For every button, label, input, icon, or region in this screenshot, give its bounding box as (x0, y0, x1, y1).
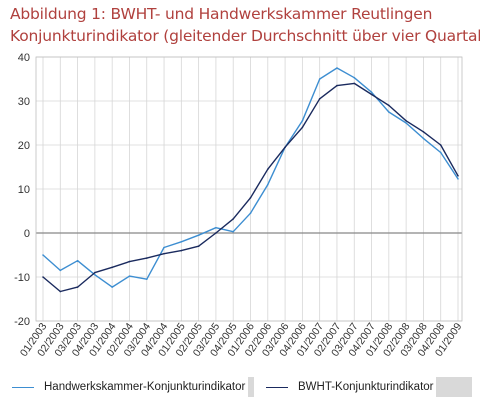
data-point (266, 183, 269, 186)
data-point (353, 76, 356, 79)
y-tick-label: -10 (14, 272, 30, 284)
data-point (284, 146, 286, 148)
data-point (111, 266, 113, 269)
data-point (42, 276, 44, 278)
legend-swatch-handwerkskammer (12, 386, 34, 388)
y-tick-label: 40 (18, 52, 30, 64)
chart-title: Abbildung 1: BWHT- und Handwerkskammer R… (10, 3, 480, 47)
legend-bar-1 (436, 377, 472, 397)
data-point (266, 168, 269, 170)
data-point (163, 252, 165, 255)
legend-swatch-bwht (266, 386, 288, 388)
data-point (370, 91, 373, 93)
legend-label-handwerkskammer: Handwerkskammer-Konjunkturindikator (44, 381, 246, 393)
data-point (197, 245, 200, 247)
data-point (388, 111, 390, 113)
data-point (94, 271, 96, 274)
plot-frame (35, 56, 463, 322)
data-point (318, 98, 321, 100)
data-point (215, 232, 217, 234)
legend-label-bwht: BWHT-Konjunkturindikator (298, 381, 434, 393)
data-point (405, 120, 407, 122)
chart-title-line-2: Konjunkturindikator (gleitender Durchsch… (10, 27, 480, 45)
y-tick-label: 0 (24, 228, 30, 240)
data-point (215, 226, 217, 229)
data-point (180, 249, 183, 252)
data-point (180, 241, 183, 243)
data-point (388, 104, 390, 107)
y-tick-label: 30 (18, 96, 30, 108)
data-point (145, 257, 148, 259)
data-point (336, 84, 338, 87)
data-point (405, 122, 407, 124)
data-point (94, 274, 96, 276)
data-point (59, 290, 62, 293)
legend-item-handwerkskammer: Handwerkskammer-Konjunkturindikator (12, 376, 245, 398)
data-point (422, 137, 425, 140)
data-point (76, 286, 79, 288)
data-point (457, 178, 459, 180)
data-point (111, 286, 113, 288)
y-tick-label: -20 (14, 316, 30, 328)
legend-bar-0 (248, 377, 254, 397)
data-point (163, 246, 165, 249)
data-point (128, 275, 131, 277)
data-point (439, 144, 442, 146)
data-point (301, 126, 304, 129)
legend-item-bwht: BWHT-Konjunkturindikator (266, 376, 434, 398)
y-tick-label: 10 (18, 184, 30, 196)
data-point (249, 212, 252, 214)
data-point (318, 78, 321, 80)
data-point (197, 234, 200, 236)
data-point (232, 218, 235, 220)
data-point (145, 278, 148, 281)
chart-title-line-1: Abbildung 1: BWHT- und Handwerkskammer R… (10, 5, 433, 23)
y-tick-label: 20 (18, 140, 30, 152)
data-point (422, 131, 425, 133)
data-point (439, 151, 442, 154)
data-point (42, 254, 44, 256)
data-point (353, 82, 356, 85)
data-point (232, 230, 235, 233)
data-point (249, 197, 252, 199)
data-point (301, 120, 304, 122)
data-point (76, 259, 79, 262)
data-point (457, 175, 459, 177)
data-point (128, 260, 131, 263)
data-point (370, 93, 373, 96)
data-point (336, 67, 338, 69)
data-point (59, 269, 62, 272)
chart-legend: Handwerkskammer-Konjunkturindikator BWHT… (0, 376, 480, 398)
